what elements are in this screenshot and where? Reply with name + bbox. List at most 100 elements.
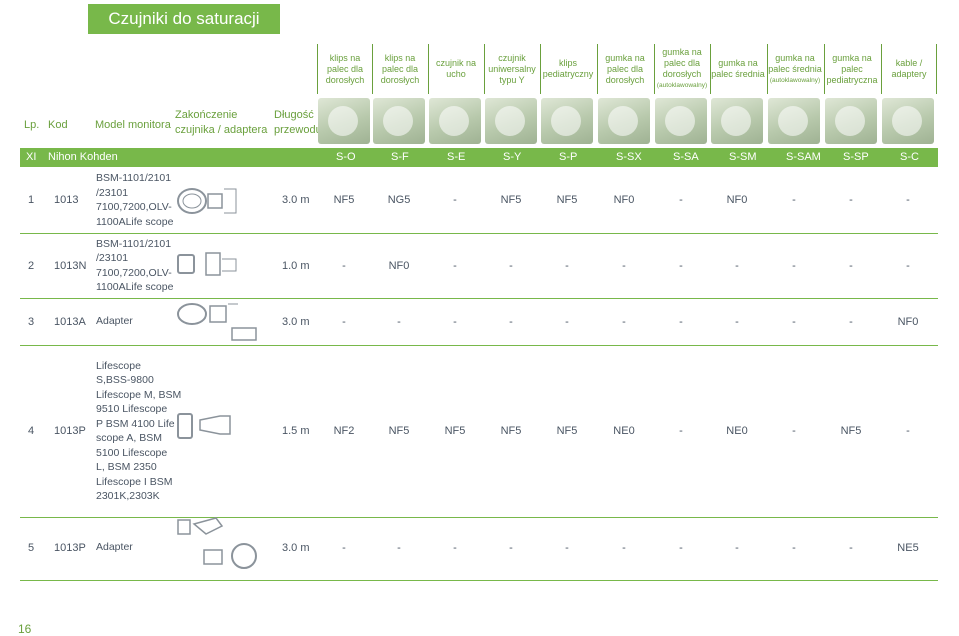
row-model-line: 9510 Lifescope — [96, 403, 168, 415]
row-lp: 4 — [28, 425, 35, 437]
column-sublabel: (autoklawowalny) — [656, 82, 708, 89]
row-value: - — [792, 541, 796, 554]
section-name: Nihon Kohden — [48, 151, 118, 163]
row-value: NF5 — [388, 425, 410, 437]
row-value: - — [565, 315, 569, 328]
row-value: NF0 — [897, 315, 919, 328]
row-value: - — [342, 541, 346, 554]
column-label: gumka na palec pediatryczna — [826, 52, 878, 85]
row-divider — [20, 233, 938, 234]
section-code: S-SAM — [786, 151, 821, 163]
sensor-column-header: klips na palec dla dorosłych — [372, 44, 427, 94]
row-lp: 3 — [28, 315, 35, 328]
row-value: - — [679, 259, 683, 272]
row-value: NF0 — [613, 194, 635, 206]
row-model-line: 5100 Lifescope — [96, 446, 168, 459]
sensor-photo — [541, 98, 593, 144]
sensor-column-header: klips pediatryczny — [540, 44, 595, 94]
row-divider — [20, 345, 938, 346]
row-value: NF5 — [840, 425, 862, 437]
row-value: - — [509, 315, 513, 328]
row-value: NF5 — [556, 425, 578, 437]
row-value: - — [792, 425, 796, 437]
row-value: NF5 — [500, 194, 522, 206]
sensor-column-header: gumka na palec średnia (autoklawowalny) — [767, 44, 822, 94]
row-value: NF0 — [726, 194, 748, 206]
row-value: - — [849, 541, 853, 554]
column-label: gumka na palec dla dorosłych — [605, 52, 645, 85]
row-model-line: Adapter — [96, 541, 133, 554]
sensor-column-header: czujnik na ucho — [428, 44, 483, 94]
row-divider — [20, 517, 938, 518]
sensor-photo — [429, 98, 481, 144]
row-value: - — [453, 259, 457, 272]
row-value: NE0 — [613, 425, 635, 437]
row-value: NF5 — [444, 425, 466, 437]
row-value: - — [565, 259, 569, 272]
page-title: Czujniki do saturacji (SpO2) — [88, 4, 280, 58]
sensor-photo — [598, 98, 650, 144]
row-model-line: /23101 — [96, 186, 129, 199]
sensor-column-header: czujnik uniwersalny typu Y — [484, 44, 539, 94]
row-value: - — [679, 315, 683, 328]
column-label: gumka na palec średnia — [711, 58, 765, 79]
header-model: Model monitora — [95, 119, 171, 131]
row-kod: 1013A — [54, 315, 86, 328]
row-value: - — [622, 541, 626, 554]
column-label: klips pediatryczny — [542, 58, 594, 79]
row-value: NG5 — [387, 194, 411, 206]
row-value: - — [342, 315, 346, 328]
row-value: - — [679, 425, 683, 437]
row-value: - — [906, 425, 910, 437]
section-bar: XI Nihon Kohden S-O S-F S-E S-Y S-P S-SX S-SA S… — [20, 148, 938, 167]
row-model-line: Lifescope M, BSM — [96, 388, 182, 401]
sensor-photo — [825, 98, 877, 144]
sensor-photo — [655, 98, 707, 144]
row-value: - — [849, 259, 853, 272]
row-value: - — [509, 541, 513, 554]
header-kod: Kod — [48, 119, 68, 131]
page-number: 16 — [18, 622, 32, 636]
row-value: - — [509, 259, 513, 272]
row-value: NF2 — [333, 425, 355, 437]
connector-db9-icon — [177, 413, 231, 439]
row-model-line: Lifescope I BSM — [96, 475, 173, 488]
row-value: - — [565, 541, 569, 554]
header-dlugosc: Długość przewodu — [274, 109, 322, 136]
row-model-line: scope A, BSM — [96, 432, 162, 444]
section-code: S-P — [559, 151, 578, 163]
row-length: 3.0 m — [282, 315, 310, 328]
row-value: - — [679, 194, 683, 206]
row-model-line: S,BSS-9800 — [96, 374, 154, 386]
row-kod: 1013P — [54, 425, 86, 437]
column-label: klips na palec dla dorosłych — [380, 52, 420, 85]
row-value: - — [453, 315, 457, 328]
row-value: - — [735, 259, 739, 272]
row-value: - — [792, 315, 796, 328]
row-model-line: BSM-1101/2101 — [96, 172, 172, 184]
row-model-line: P BSM 4100 Life — [96, 417, 175, 430]
sensor-column-header: gumka na palec dla dorosłych (autoklawowa… — [654, 44, 709, 94]
sensor-photo — [318, 98, 370, 144]
header-zakonczenie: Zakończenie czujnika / adaptera — [175, 109, 268, 136]
row-value: NF0 — [388, 259, 410, 272]
row-kod: 1013P — [54, 541, 86, 554]
row-value: NF5 — [500, 425, 522, 437]
sensor-photo — [882, 98, 934, 144]
column-sublabel: (autoklawowalny) — [769, 76, 821, 84]
column-label: czujnik uniwersalny typu Y — [488, 52, 536, 85]
row-value: - — [453, 194, 457, 206]
sensor-column-header: gumka na palec średnia — [710, 44, 765, 94]
column-label: klips na palec dla dorosłych — [325, 52, 365, 85]
row-value: NE5 — [897, 541, 919, 554]
row-lp: 5 — [28, 541, 35, 554]
section-code: S-SA — [673, 151, 699, 163]
row-model-line: 7100,7200,OLV- — [96, 201, 172, 213]
row-value: - — [622, 259, 626, 272]
row-model-line: /23101 — [96, 252, 129, 264]
sensor-photo — [485, 98, 537, 144]
section-code: S-F — [391, 151, 409, 163]
row-value: - — [906, 194, 910, 206]
row-model-line: L, BSM 2350 — [96, 461, 157, 473]
row-value: NF5 — [556, 194, 578, 206]
